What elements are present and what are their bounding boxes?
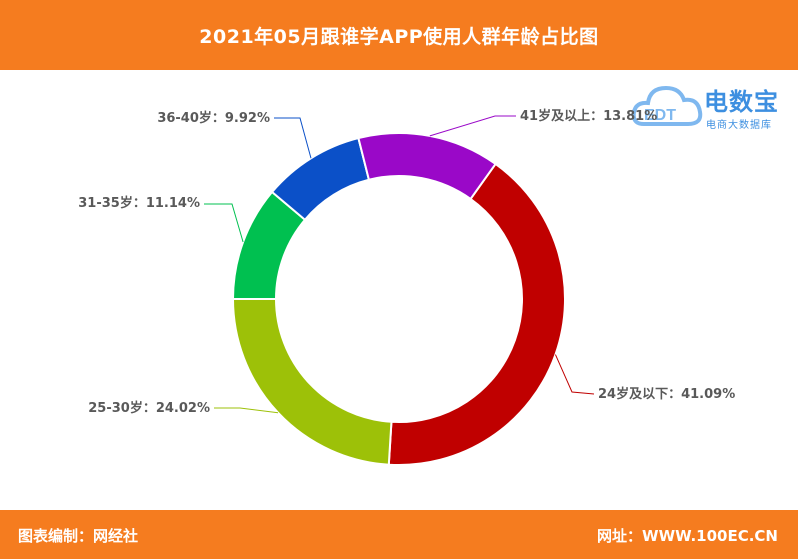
donut-chart: 24岁及以下：41.09% 25-30岁：24.02% 31-35岁：11.14% 3… [78, 108, 735, 466]
watermark-mark: EDT [644, 107, 676, 124]
leader-line-5 [429, 115, 516, 137]
data-label-3: 31-35岁：11.14% [78, 195, 200, 211]
slice-2 [231, 297, 393, 466]
leader-line-1 [554, 354, 595, 395]
leader-line-4 [274, 117, 312, 159]
footer-url: 网址：WWW.100EC.CN [597, 527, 778, 545]
data-label-2: 25-30岁：24.02% [88, 400, 210, 416]
data-label-5: 41岁及以上：13.81% [520, 108, 657, 124]
watermark-brand: 电数宝 [704, 88, 779, 116]
leader-line-3 [204, 203, 244, 243]
cloud-icon: EDT [631, 85, 703, 126]
data-label-1: 24岁及以下：41.09% [598, 386, 735, 402]
chart-title: 2021年05月跟谁学APP使用人群年龄占比图 [199, 25, 599, 48]
watermark-sub: 电商大数据库 [706, 120, 772, 131]
watermark-logo: EDT 电数宝 电商大数据库 [630, 76, 795, 136]
chart-footer: 图表编制：网经社 网址：WWW.100EC.CN [0, 510, 798, 559]
slice-1 [387, 162, 566, 466]
slice-5 [357, 132, 497, 201]
leader-line-2 [214, 407, 279, 414]
footer-source: 图表编制：网经社 [18, 527, 139, 545]
data-label-4: 36-40岁：9.92% [157, 110, 270, 126]
chart-header: 2021年05月跟谁学APP使用人群年龄占比图 [0, 0, 798, 70]
